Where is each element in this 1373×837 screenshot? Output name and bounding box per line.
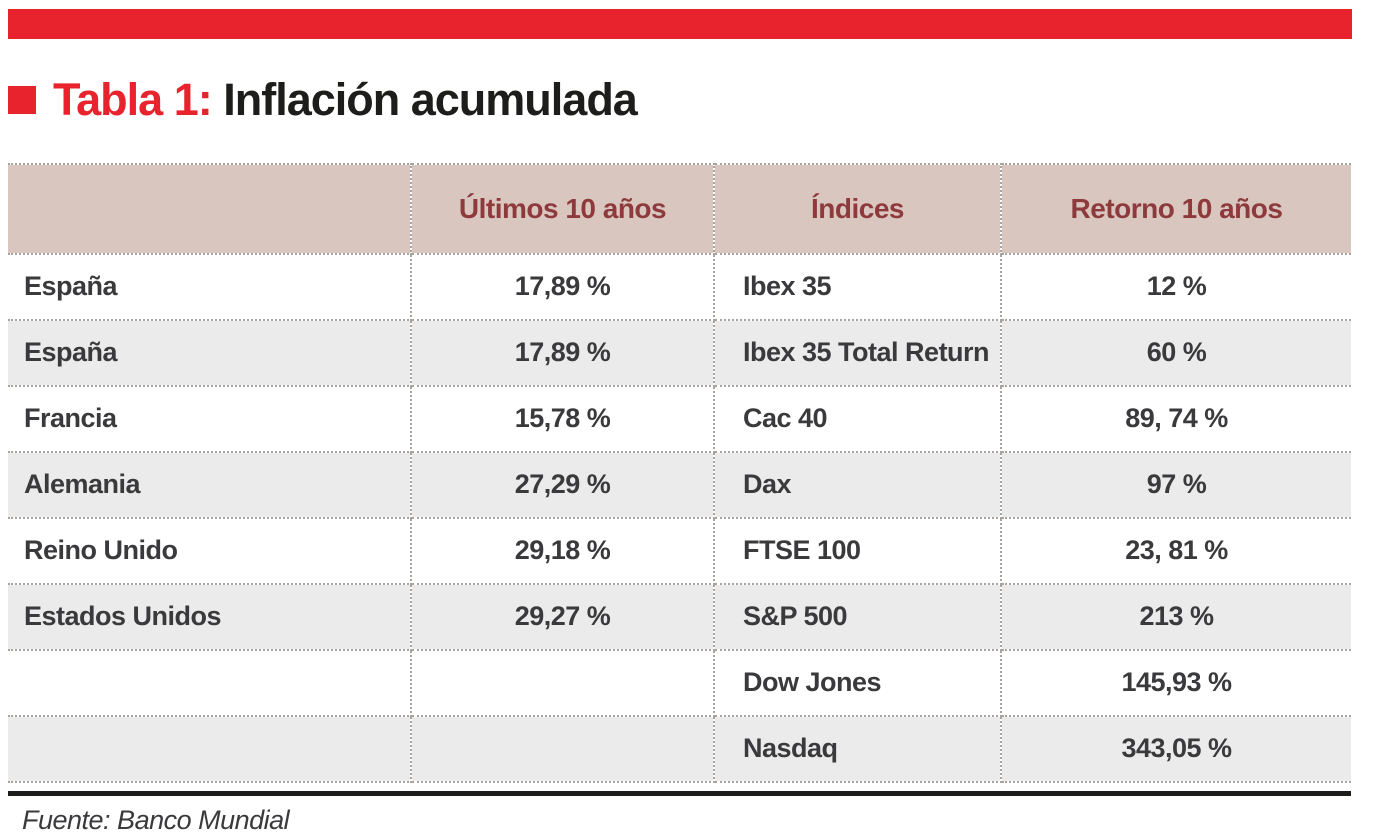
table-row: Reino Unido 29,18 % FTSE 100 23, 81 % bbox=[8, 517, 1351, 585]
inflation-returns-table: Últimos 10 años Índices Retorno 10 años … bbox=[8, 162, 1351, 783]
inflation-cell bbox=[411, 649, 715, 717]
country-cell bbox=[8, 649, 412, 717]
table-row: España 17,89 % Ibex 35 12 % bbox=[8, 253, 1351, 321]
header-row: Últimos 10 años Índices Retorno 10 años bbox=[8, 162, 1351, 255]
return-cell: 97 % bbox=[1001, 451, 1351, 519]
top-accent-bar bbox=[8, 9, 1352, 39]
inflation-cell: 17,89 % bbox=[411, 319, 715, 387]
country-cell: Alemania bbox=[8, 451, 412, 519]
column-header-country bbox=[8, 162, 412, 255]
source-divider bbox=[8, 790, 1351, 796]
table-row: Francia 15,78 % Cac 40 89, 74 % bbox=[8, 385, 1351, 453]
title-bullet-icon bbox=[8, 85, 36, 114]
index-cell: FTSE 100 bbox=[714, 517, 1002, 585]
column-header-retorno-10-anos: Retorno 10 años bbox=[1001, 162, 1351, 255]
index-cell: Ibex 35 Total Return bbox=[714, 319, 1002, 387]
country-cell bbox=[8, 715, 412, 783]
return-cell: 12 % bbox=[1001, 253, 1351, 321]
return-cell: 89, 74 % bbox=[1001, 385, 1351, 453]
table-row: Alemania 27,29 % Dax 97 % bbox=[8, 451, 1351, 519]
country-cell: Francia bbox=[8, 385, 412, 453]
index-cell: S&P 500 bbox=[714, 583, 1002, 651]
page-title: Tabla 1: Inflación acumulada bbox=[53, 74, 638, 125]
return-cell: 60 % bbox=[1001, 319, 1351, 387]
title-tag: Tabla 1: bbox=[53, 74, 213, 125]
return-cell: 213 % bbox=[1001, 583, 1351, 651]
title-row: Tabla 1: Inflación acumulada bbox=[8, 75, 1373, 125]
inflation-cell: 29,27 % bbox=[411, 583, 715, 651]
table-row: España 17,89 % Ibex 35 Total Return 60 % bbox=[8, 319, 1351, 387]
table-row: Dow Jones 145,93 % bbox=[8, 649, 1351, 717]
inflation-cell: 17,89 % bbox=[411, 253, 715, 321]
return-cell: 145,93 % bbox=[1001, 649, 1351, 717]
country-cell: España bbox=[8, 319, 412, 387]
index-cell: Nasdaq bbox=[714, 715, 1002, 783]
title-text: Inflación acumulada bbox=[223, 74, 638, 125]
index-cell: Cac 40 bbox=[714, 385, 1002, 453]
country-cell: España bbox=[8, 253, 412, 321]
return-cell: 23, 81 % bbox=[1001, 517, 1351, 585]
country-cell: Reino Unido bbox=[8, 517, 412, 585]
inflation-cell: 15,78 % bbox=[411, 385, 715, 453]
inflation-cell: 29,18 % bbox=[411, 517, 715, 585]
table-row: Estados Unidos 29,27 % S&P 500 213 % bbox=[8, 583, 1351, 651]
column-header-indices: Índices bbox=[714, 162, 1002, 255]
return-cell: 343,05 % bbox=[1001, 715, 1351, 783]
source-note: Fuente: Banco Mundial bbox=[22, 804, 290, 835]
column-header-ultimos-10-anos: Últimos 10 años bbox=[411, 162, 715, 255]
index-cell: Ibex 35 bbox=[714, 253, 1002, 321]
country-cell: Estados Unidos bbox=[8, 583, 412, 651]
index-cell: Dax bbox=[714, 451, 1002, 519]
index-cell: Dow Jones bbox=[714, 649, 1002, 717]
inflation-cell bbox=[411, 715, 715, 783]
inflation-cell: 27,29 % bbox=[411, 451, 715, 519]
table-row: Nasdaq 343,05 % bbox=[8, 715, 1351, 783]
